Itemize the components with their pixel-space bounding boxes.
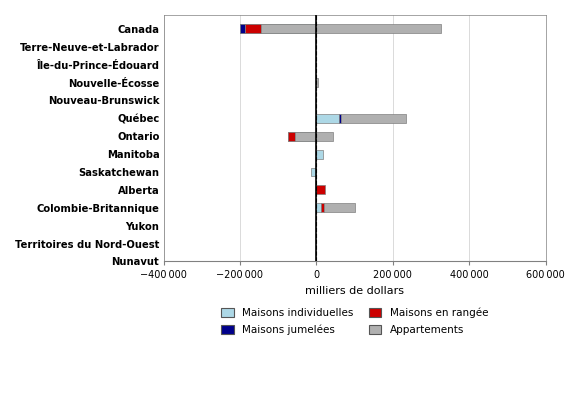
Legend: Maisons individuelles, Maisons jumelées, Maisons en rangée, Appartements: Maisons individuelles, Maisons jumelées,… (221, 308, 488, 335)
Bar (288, 132, 295, 141)
Bar (321, 203, 324, 212)
Bar (288, 132, 316, 141)
Bar (324, 203, 354, 212)
Bar (295, 132, 333, 141)
Bar (316, 150, 323, 159)
Bar (316, 203, 321, 212)
X-axis label: milliers de dollars: milliers de dollars (305, 286, 404, 296)
Bar (341, 114, 406, 123)
Bar (262, 24, 441, 33)
Bar (316, 186, 325, 194)
Bar (240, 24, 245, 33)
Bar (311, 168, 316, 176)
Bar (245, 24, 262, 33)
Bar (339, 114, 341, 123)
Bar (316, 114, 339, 123)
Bar (240, 24, 316, 33)
Bar (316, 78, 318, 87)
